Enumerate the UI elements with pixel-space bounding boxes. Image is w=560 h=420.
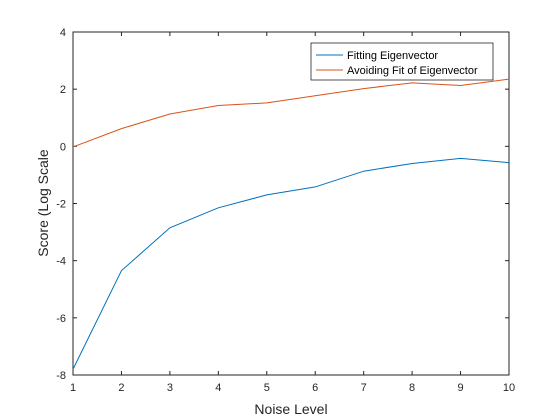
y-tick-label: -8 (56, 370, 66, 382)
x-axis-label: Noise Level (254, 401, 327, 417)
series-line-avoiding-fit (72, 78, 510, 148)
y-tick-label: 4 (60, 27, 66, 39)
x-tick-label: 9 (457, 382, 463, 394)
x-tick-label: 3 (167, 382, 173, 394)
plot-area (72, 31, 510, 376)
x-tick-label: 10 (503, 382, 515, 394)
series-layer (72, 78, 510, 370)
legend-box (310, 42, 494, 81)
x-axis: 1 2 3 4 5 6 7 8 9 10 (70, 32, 515, 394)
series-line-fitting-eigenvector (72, 157, 510, 370)
x-tick-label: 6 (312, 382, 318, 394)
y-tick-label: -2 (56, 199, 66, 211)
x-tick-label: 2 (118, 382, 124, 394)
x-tick-label: 8 (409, 382, 415, 394)
legend-label-avoiding: Avoiding Fit of Eigenvector (347, 65, 478, 77)
y-tick-label: -4 (56, 256, 66, 268)
x-tick-label: 1 (70, 382, 76, 394)
y-axis: -8 -6 -4 -2 0 2 4 (56, 27, 509, 382)
x-tick-label: 5 (264, 382, 270, 394)
y-tick-label: 0 (60, 141, 66, 153)
y-tick-label: 2 (60, 84, 66, 96)
y-tick-label: -6 (56, 313, 66, 325)
y-axis-label: Score (Log Scale (35, 149, 51, 257)
legend-label-fitting: Fitting Eigenvector (347, 50, 438, 62)
legend: Fitting Eigenvector Avoiding Fit of Eige… (310, 42, 494, 81)
x-tick-label: 4 (215, 382, 221, 394)
x-tick-label: 7 (361, 382, 367, 394)
